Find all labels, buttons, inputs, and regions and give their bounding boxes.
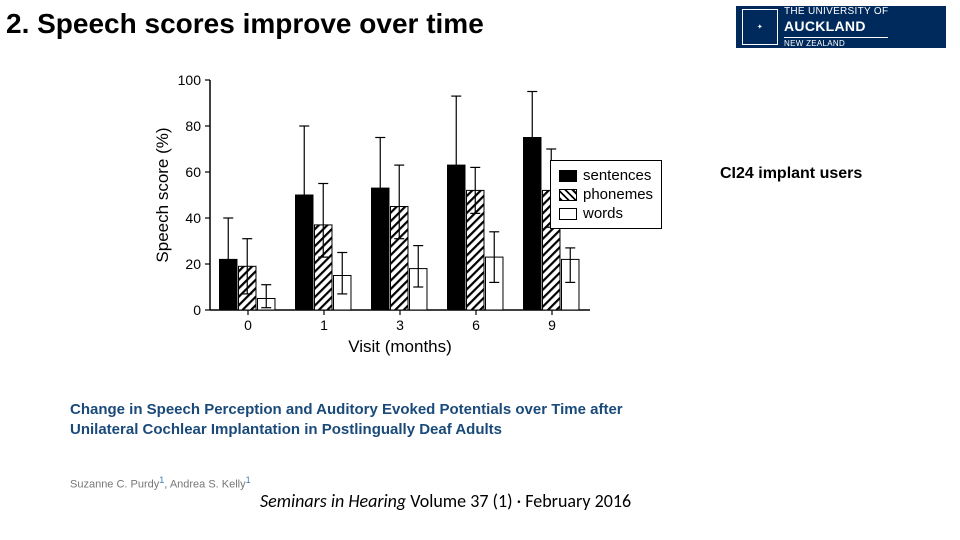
legend-item: sentences bbox=[559, 167, 653, 184]
svg-text:0: 0 bbox=[244, 317, 252, 333]
logo-crest-icon: ✦ bbox=[742, 9, 778, 45]
legend-label: words bbox=[583, 205, 623, 222]
svg-text:3: 3 bbox=[396, 317, 404, 333]
slide-title: 2. Speech scores improve over time bbox=[6, 8, 484, 40]
logo-line1: THE UNIVERSITY OF bbox=[784, 6, 888, 18]
svg-text:1: 1 bbox=[320, 317, 328, 333]
legend-item: words bbox=[559, 205, 653, 222]
chart-legend: sentences phonemes words bbox=[550, 160, 662, 229]
cohort-label: CI24 implant users bbox=[720, 165, 862, 183]
svg-text:6: 6 bbox=[472, 317, 480, 333]
svg-text:100: 100 bbox=[178, 72, 202, 88]
university-logo: ✦ THE UNIVERSITY OF AUCKLAND NEW ZEALAND bbox=[736, 6, 946, 48]
paper-authors: Suzanne C. Purdy1, Andrea S. Kelly1 bbox=[70, 475, 251, 491]
svg-text:Speech score (%): Speech score (%) bbox=[153, 127, 172, 262]
citation: Seminars in Hearing Volume 37 (1) · Febr… bbox=[260, 490, 631, 512]
svg-text:9: 9 bbox=[548, 317, 556, 333]
legend-swatch bbox=[559, 189, 577, 201]
legend-swatch bbox=[559, 170, 577, 182]
svg-text:40: 40 bbox=[185, 210, 201, 226]
paper-title: Change in Speech Perception and Auditory… bbox=[70, 400, 690, 441]
legend-item: phonemes bbox=[559, 186, 653, 203]
svg-text:80: 80 bbox=[185, 118, 201, 134]
svg-text:20: 20 bbox=[185, 256, 201, 272]
legend-label: sentences bbox=[583, 167, 651, 184]
svg-text:0: 0 bbox=[193, 302, 201, 318]
logo-line2: AUCKLAND bbox=[784, 18, 888, 35]
legend-swatch bbox=[559, 208, 577, 220]
legend-label: phonemes bbox=[583, 186, 653, 203]
logo-line3: NEW ZEALAND bbox=[784, 37, 888, 49]
svg-text:60: 60 bbox=[185, 164, 201, 180]
svg-text:Visit (months): Visit (months) bbox=[348, 337, 452, 356]
